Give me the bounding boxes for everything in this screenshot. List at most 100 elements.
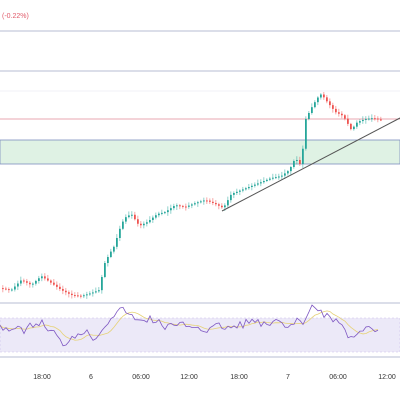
candle-body-38: [116, 238, 118, 247]
candle-body-79: [239, 190, 241, 192]
candle-body-105: [317, 97, 319, 103]
candle-body-101: [305, 119, 307, 149]
candle-body-43: [131, 214, 133, 216]
candle-body-41: [125, 217, 127, 222]
candle-body-68: [206, 200, 208, 202]
candle-body-31: [95, 291, 97, 293]
candle-body-65: [197, 202, 199, 204]
candle-body-35: [107, 257, 109, 263]
candle-body-125: [377, 118, 379, 120]
candle-body-48: [146, 222, 148, 224]
rsi-ma-line: [0, 310, 379, 341]
support-zone: [0, 139, 400, 165]
candle-body-102: [308, 113, 310, 119]
rsi-band: [0, 317, 400, 353]
candle-body-47: [143, 223, 145, 226]
pane-separators: [0, 30, 400, 358]
trendline[interactable]: [221, 117, 400, 212]
candle-body-2: [8, 289, 10, 291]
x-tick-label-0: 18:00: [33, 374, 51, 381]
candle-body-9: [29, 282, 31, 285]
candle-body-45: [137, 219, 139, 224]
candle-body-78: [236, 191, 238, 193]
candle-body-30: [92, 292, 94, 294]
candle-body-118: [356, 122, 358, 127]
candle-body-73: [221, 205, 223, 208]
candle-body-60: [182, 205, 184, 207]
candle-body-29: [89, 293, 91, 295]
x-tick-label-3: 12:00: [180, 374, 198, 381]
candle-body-92: [278, 176, 280, 178]
candle-body-54: [164, 212, 166, 214]
candle-body-124: [374, 118, 376, 120]
candle-body-55: [167, 210, 169, 213]
candle-body-114: [344, 115, 346, 119]
candle-body-121: [365, 118, 367, 120]
candle-body-66: [200, 201, 202, 203]
candle-body-52: [158, 213, 160, 216]
candle-body-99: [299, 160, 301, 164]
candle-body-91: [275, 177, 277, 179]
candle-body-3: [11, 289, 13, 291]
candle-body-4: [14, 286, 16, 290]
candle-body-80: [242, 189, 244, 191]
candle-body-6: [20, 280, 22, 284]
candle-body-104: [314, 102, 316, 108]
candle-body-58: [176, 205, 178, 207]
candle-body-106: [320, 94, 322, 98]
x-tick-label-5: 7: [286, 374, 290, 381]
candle-body-83: [251, 185, 253, 187]
candle-body-71: [215, 203, 217, 205]
candle-body-34: [104, 263, 106, 277]
candle-body-97: [293, 161, 295, 167]
candle-body-122: [368, 118, 370, 120]
candle-body-56: [170, 208, 172, 211]
candle-body-100: [302, 148, 304, 164]
candle-body-32: [98, 290, 100, 292]
candle-body-12: [38, 278, 40, 281]
candle-body-20: [62, 288, 64, 291]
candle-body-81: [245, 188, 247, 190]
candle-body-85: [257, 183, 259, 185]
candle-body-0: [2, 288, 4, 290]
candle-body-111: [335, 108, 337, 113]
candle-body-69: [209, 200, 211, 202]
candle-body-123: [371, 118, 373, 120]
candle-body-82: [248, 187, 250, 189]
candle-body-11: [35, 280, 37, 284]
candle-body-61: [185, 206, 187, 208]
candle-body-42: [128, 215, 130, 218]
candle-body-90: [272, 177, 274, 179]
price-change-text: (-0.22%): [2, 13, 29, 20]
candle-body-67: [203, 200, 205, 202]
candle-body-113: [341, 113, 343, 116]
candle-body-1: [5, 288, 7, 290]
candle-body-59: [179, 205, 181, 207]
candle-body-36: [110, 251, 112, 257]
candle-body-89: [269, 178, 271, 180]
candle-body-107: [323, 94, 325, 98]
candle-body-76: [230, 194, 232, 201]
rsi-pane: [0, 304, 400, 353]
candle-body-19: [59, 286, 61, 289]
candle-body-63: [191, 204, 193, 206]
candle-body-112: [338, 112, 340, 114]
candle-body-17: [53, 282, 55, 285]
candle-body-18: [56, 284, 58, 287]
candle-body-116: [350, 123, 352, 130]
candle-body-108: [326, 97, 328, 102]
candle-body-27: [83, 295, 85, 297]
candle-body-40: [122, 221, 124, 229]
candle-body-37: [113, 246, 115, 252]
candle-body-39: [119, 228, 121, 238]
candle-body-126: [380, 119, 382, 121]
x-tick-label-2: 06:00: [132, 374, 150, 381]
rsi-line: [0, 304, 379, 347]
candle-body-50: [152, 217, 154, 220]
x-tick-label-7: 12:00: [378, 374, 396, 381]
candle-body-46: [140, 223, 142, 226]
candle-body-64: [194, 203, 196, 205]
candle-body-88: [266, 179, 268, 181]
candle-body-44: [134, 214, 136, 220]
